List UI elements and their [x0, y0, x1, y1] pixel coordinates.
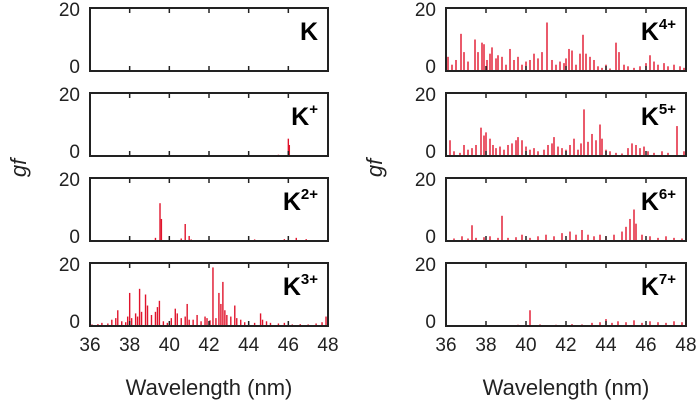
y-tick-label: 20 — [415, 170, 436, 191]
x-tick-label: 36 — [79, 335, 100, 356]
panel-3+: 0 20 K3+ 36 38 40 42 44 46 48 — [59, 255, 339, 356]
x-tick-label: 38 — [119, 335, 140, 356]
y-tick-label: 20 — [59, 85, 80, 106]
y-tick-label: 0 — [425, 142, 436, 163]
y-tick-label: 20 — [415, 255, 436, 276]
y-tick-label: 20 — [415, 0, 436, 21]
panel-6+: 0 20 K6+ — [415, 170, 687, 248]
ion-label: K7+ — [641, 271, 676, 301]
x-axis-label-right: Wavelength (nm) — [483, 375, 650, 400]
y-tick-label: 0 — [69, 312, 80, 333]
panel-5+: 0 20 K5+ — [415, 85, 687, 163]
y-tick-label: 0 — [69, 227, 80, 248]
y-tick-label: 20 — [59, 255, 80, 276]
y-tick-label: 20 — [59, 0, 80, 21]
y-tick-label: 0 — [425, 312, 436, 333]
ion-label: K+ — [291, 101, 318, 131]
y-tick-label: 20 — [59, 170, 80, 191]
x-tick-label: 48 — [317, 335, 338, 356]
ion-charge: 5+ — [659, 101, 676, 118]
x-tick-label: 42 — [198, 335, 219, 356]
x-tick-label: 46 — [278, 335, 299, 356]
ion-charge: 4+ — [659, 16, 676, 33]
ion-charge: 2+ — [301, 186, 318, 203]
y-tick-label: 0 — [69, 142, 80, 163]
y-axis-label-left: gf — [6, 156, 31, 177]
ion-label: K5+ — [641, 101, 676, 131]
x-tick-label: 40 — [515, 335, 536, 356]
panel-2+: 0 20 K2+ — [59, 170, 329, 248]
ion-charge: 7+ — [659, 271, 676, 288]
ion-label: K6+ — [641, 186, 676, 216]
ion-charge: + — [309, 101, 318, 118]
ion-charge: 3+ — [301, 271, 318, 288]
x-tick-label: 40 — [159, 335, 180, 356]
x-tick-label: 44 — [595, 335, 617, 356]
y-tick-label: 20 — [415, 85, 436, 106]
ion-charge: 6+ — [659, 186, 676, 203]
y-tick-label: 0 — [425, 57, 436, 78]
ion-label: K2+ — [283, 186, 318, 216]
x-tick-label: 46 — [635, 335, 656, 356]
x-tick-label: 44 — [238, 335, 260, 356]
y-axis-label-right: gf — [362, 156, 387, 177]
x-tick-label: 42 — [555, 335, 576, 356]
panel-7+: 0 20 K7+ 36 38 40 42 44 46 48 — [415, 255, 697, 356]
ion-label: K3+ — [283, 271, 318, 301]
y-tick-label: 0 — [69, 57, 80, 78]
x-axis-label-left: Wavelength (nm) — [126, 375, 293, 400]
x-tick-label: 38 — [475, 335, 496, 356]
panel-4+: 0 20 K4+ — [415, 0, 687, 78]
panel-neutral: 0 20 K — [59, 0, 329, 78]
panel-+: 0 20 K+ — [59, 85, 329, 163]
x-tick-label: 36 — [435, 335, 456, 356]
x-tick-label: 48 — [675, 335, 696, 356]
y-tick-label: 0 — [425, 227, 436, 248]
panel-frame — [89, 7, 329, 72]
ion-label: K4+ — [641, 16, 676, 46]
ion-label: K — [300, 18, 318, 46]
